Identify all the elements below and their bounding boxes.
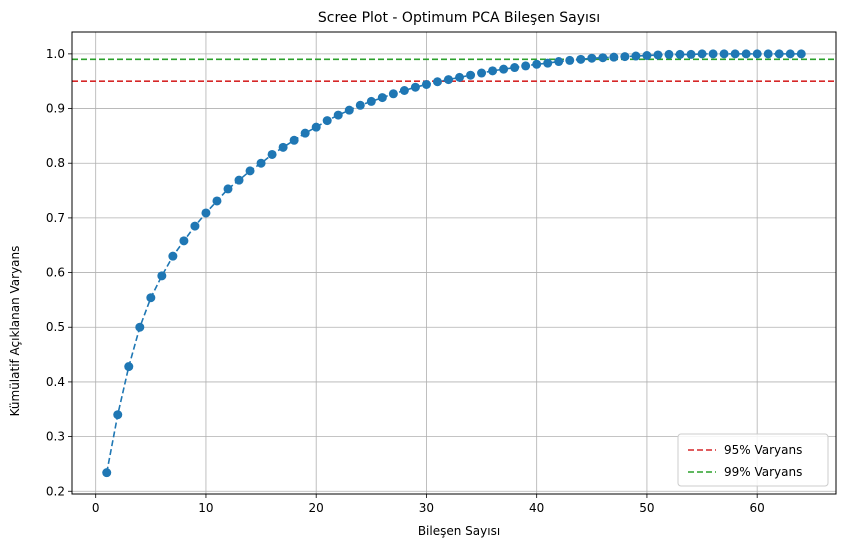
y-tick-label: 0.7 — [46, 211, 65, 225]
y-tick-label: 0.5 — [46, 320, 65, 334]
data-point — [124, 362, 134, 372]
data-point — [245, 166, 255, 176]
data-point — [289, 135, 299, 145]
data-point — [587, 53, 597, 63]
data-point — [642, 51, 652, 61]
data-point — [366, 96, 376, 106]
data-point — [510, 63, 520, 73]
data-point — [333, 110, 343, 120]
data-point — [443, 75, 453, 85]
data-point — [212, 196, 222, 206]
data-point — [785, 49, 795, 59]
data-point — [146, 293, 156, 303]
data-point — [388, 89, 398, 99]
data-point — [763, 49, 773, 59]
y-axis-label: Kümülatif Açıklanan Varyans — [8, 246, 22, 417]
data-point — [278, 142, 288, 152]
data-point — [135, 322, 145, 332]
legend-box — [677, 433, 829, 487]
x-tick-label: 40 — [529, 501, 544, 515]
data-point — [774, 49, 784, 59]
data-point — [620, 52, 630, 62]
data-point — [664, 49, 674, 59]
data-point — [311, 122, 321, 132]
x-tick-label: 10 — [198, 501, 213, 515]
data-point — [267, 149, 277, 159]
data-point — [466, 70, 476, 80]
y-tick-label: 0.8 — [46, 156, 65, 170]
data-point — [796, 49, 806, 59]
y-tick-label: 0.3 — [46, 430, 65, 444]
data-point — [752, 49, 762, 59]
chart-title: Scree Plot - Optimum PCA Bileşen Sayısı — [318, 10, 600, 26]
data-point — [223, 184, 233, 194]
x-tick-label: 50 — [639, 501, 654, 515]
data-point — [730, 49, 740, 59]
data-point — [488, 66, 498, 76]
data-point — [113, 410, 123, 420]
y-tick-label: 0.6 — [46, 266, 65, 280]
data-point — [234, 175, 244, 185]
data-point — [399, 86, 409, 96]
y-tick-label: 1.0 — [46, 47, 65, 61]
data-point — [554, 57, 564, 67]
y-tick-label: 0.4 — [46, 375, 65, 389]
y-axis-ticks: 0.2 0.3 0.4 0.5 0.6 0.7 0.8 0.9 1.0 — [46, 47, 72, 498]
data-point — [741, 49, 751, 59]
data-point — [565, 55, 575, 65]
data-point — [708, 49, 718, 59]
y-tick-label: 0.9 — [46, 102, 65, 116]
data-point — [499, 64, 509, 74]
legend: 95% Varyans 99% Varyans — [677, 433, 829, 487]
data-point — [355, 100, 365, 110]
data-point — [168, 251, 178, 261]
data-point — [598, 53, 608, 63]
x-tick-label: 20 — [309, 501, 324, 515]
data-point — [609, 52, 619, 62]
plot-frame — [71, 31, 837, 495]
data-point — [256, 158, 266, 168]
data-point — [179, 236, 189, 246]
y-tick-label: 0.2 — [46, 484, 65, 498]
legend-label: 95% Varyans — [724, 443, 802, 457]
data-point — [697, 49, 707, 59]
data-point — [653, 50, 663, 60]
x-axis-ticks: 0 10 20 30 40 50 60 — [92, 494, 765, 515]
x-tick-label: 0 — [92, 501, 100, 515]
data-point — [432, 77, 442, 87]
data-point — [631, 51, 641, 61]
data-point — [201, 208, 211, 218]
data-point — [300, 128, 310, 138]
data-point — [421, 79, 431, 89]
data-point — [344, 105, 354, 115]
series-line — [105, 53, 802, 473]
data-point — [686, 49, 696, 59]
data-point — [576, 54, 586, 64]
legend-label: 99% Varyans — [724, 465, 802, 479]
data-point — [157, 271, 167, 281]
x-axis-label: Bileşen Sayısı — [418, 524, 500, 538]
data-point — [521, 61, 531, 71]
data-point — [532, 59, 542, 69]
data-point — [455, 72, 465, 82]
x-tick-label: 60 — [750, 501, 765, 515]
data-point — [377, 93, 387, 103]
data-point — [675, 49, 685, 59]
data-point — [410, 82, 420, 92]
data-point — [477, 68, 487, 78]
reference-lines — [72, 58, 836, 83]
grid-lines — [72, 32, 836, 494]
data-point — [719, 49, 729, 59]
x-tick-label: 30 — [419, 501, 434, 515]
data-point — [543, 58, 553, 68]
data-point — [102, 468, 112, 478]
data-point — [322, 116, 332, 126]
series-layer — [102, 49, 806, 478]
data-point — [190, 221, 200, 231]
